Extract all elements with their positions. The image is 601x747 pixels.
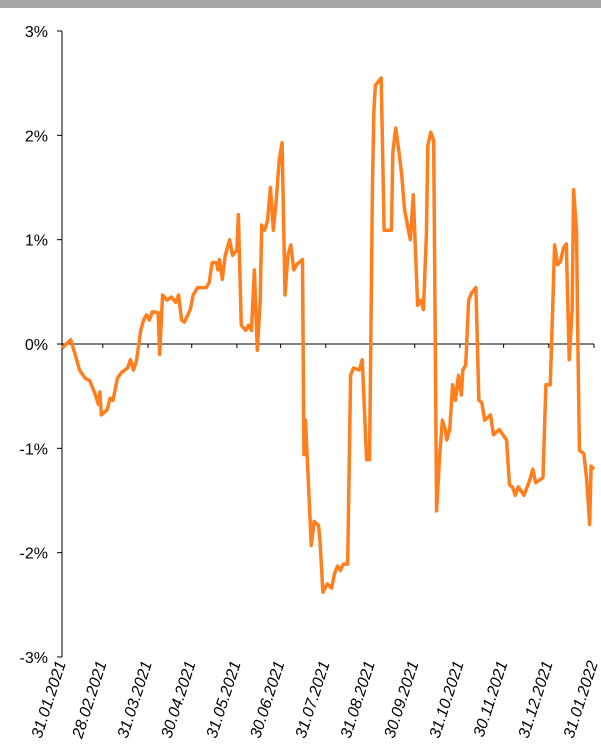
- y-tick-label: -2%: [20, 546, 48, 563]
- y-tick-label: 1%: [25, 233, 48, 250]
- x-tick-label: 31.12.2021: [516, 659, 557, 740]
- x-tick-label: 31.08.2021: [338, 659, 379, 740]
- y-tick-label: 2%: [25, 128, 48, 145]
- x-tick-label: 31.01.2022: [561, 659, 601, 741]
- top-bar: [0, 0, 601, 8]
- x-tick-label: 30.09.2021: [382, 659, 423, 740]
- y-tick-label: 0%: [25, 337, 48, 354]
- x-tick-label: 30.04.2021: [159, 659, 200, 740]
- x-tick-label: 28.02.2021: [69, 659, 110, 741]
- line: [60, 76, 596, 595]
- x-tick-label: 30.11.2021: [471, 659, 512, 739]
- x-tick-label: 31.10.2021: [427, 659, 468, 740]
- y-tick-label: -1%: [20, 441, 48, 458]
- x-tick-label: 31.03.2021: [115, 659, 156, 740]
- x-tick-label: 31.07.2021: [293, 659, 334, 740]
- y-tick-label: -3%: [20, 650, 48, 667]
- x-tick-label: 31.05.2021: [204, 659, 245, 740]
- y-tick-label: 3%: [25, 24, 48, 41]
- x-tick-label: 30.06.2021: [248, 659, 289, 740]
- x-tick-label: 31.01.2021: [29, 659, 70, 740]
